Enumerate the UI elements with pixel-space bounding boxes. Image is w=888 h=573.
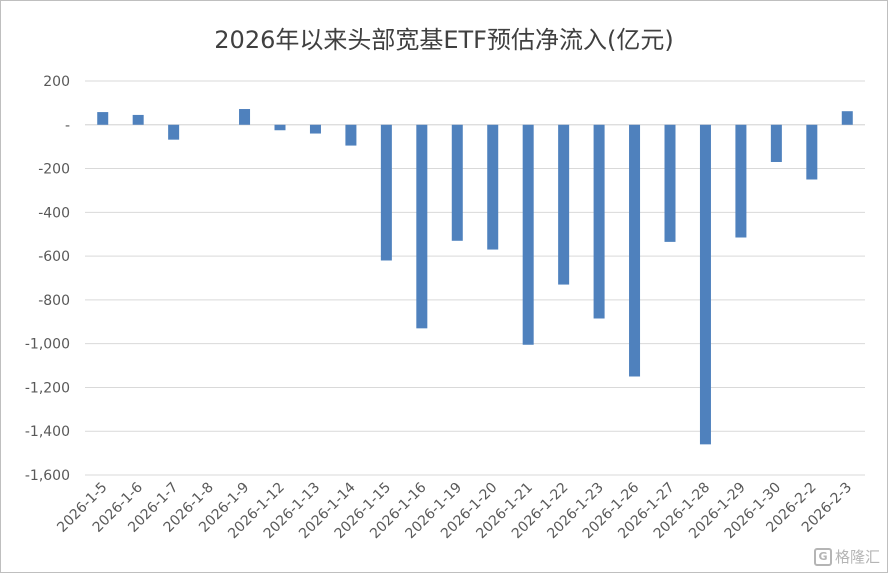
bar: [345, 124, 357, 146]
bar: [487, 124, 499, 250]
bar: [593, 124, 605, 319]
y-tick-label: -1,200: [25, 380, 70, 396]
bar: [558, 124, 570, 285]
bar: [770, 124, 782, 162]
y-tick-label: -1,400: [25, 424, 70, 440]
y-tick-label: -400: [38, 205, 70, 221]
bar: [168, 124, 180, 140]
watermark-logo-icon: G: [813, 547, 832, 566]
watermark: G 格隆汇: [813, 546, 880, 567]
chart-title: 2026年以来头部宽基ETF预估净流入(亿元): [214, 26, 674, 54]
y-tick-label: -800: [38, 293, 70, 309]
y-axis-ticks: 200 - -200 -400 -600 -800 -1,000 -1,200 -1,400 -1…: [25, 74, 70, 484]
bar: [309, 124, 321, 134]
bar: [735, 124, 747, 238]
bar: [841, 111, 853, 125]
bar: [629, 124, 641, 377]
bar: [97, 112, 109, 125]
bar: [416, 124, 428, 329]
y-tick-label: -1,000: [25, 337, 70, 353]
bar: [239, 109, 251, 125]
bar: [522, 124, 534, 345]
y-tick-label: -1,600: [25, 468, 70, 484]
bar: [806, 124, 818, 180]
gridlines: [85, 80, 865, 476]
y-tick-label: 200: [43, 74, 70, 90]
bar: [380, 124, 392, 261]
bar: [664, 124, 676, 242]
watermark-text: 格隆汇: [834, 548, 880, 566]
bar: [274, 124, 286, 131]
bars: [97, 109, 853, 445]
bar: [132, 114, 144, 125]
y-tick-label: -: [65, 118, 70, 134]
bar: [699, 124, 711, 445]
y-tick-label: -600: [38, 249, 70, 265]
y-tick-label: -200: [38, 162, 70, 178]
bar: [451, 124, 463, 241]
x-axis-ticks: 2026-1-52026-1-62026-1-72026-1-82026-1-9…: [54, 479, 855, 542]
